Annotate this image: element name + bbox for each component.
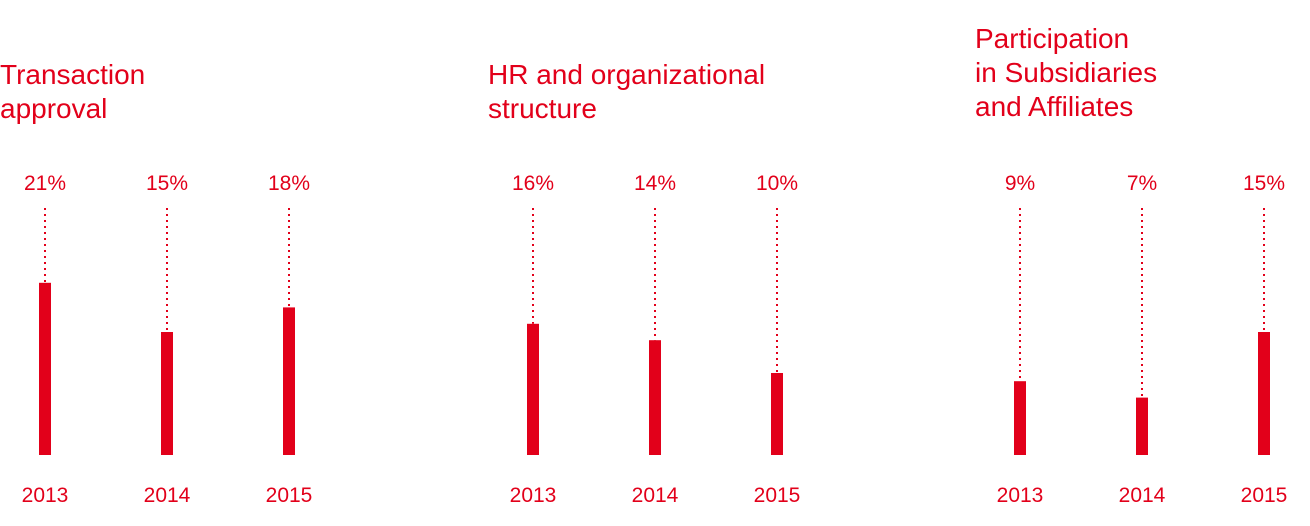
value-label: 21% [24,172,66,195]
year-label: 2015 [1241,484,1288,507]
year-label: 2013 [997,484,1044,507]
value-label: 7% [1127,172,1157,195]
value-label: 10% [756,172,798,195]
bar-2013 [527,323,539,455]
value-label: 16% [512,172,554,195]
value-label: 15% [1243,172,1285,195]
value-label: 9% [1005,172,1035,195]
year-label: 2015 [754,484,801,507]
year-label: 2013 [510,484,557,507]
value-label: 14% [634,172,676,195]
chart-title-line: HR and organizational [488,59,765,90]
bar-2014 [649,340,661,455]
chart-title: Transaction approval [0,59,145,124]
year-label: 2014 [1119,484,1166,507]
chart-panel-2: HR and organizational structure 16% 2013 14%… [488,59,800,507]
year-label: 2014 [632,484,679,507]
year-label: 2013 [22,484,69,507]
chart-title-line: Transaction [0,59,145,90]
chart-title-line: in Subsidiaries [975,57,1157,88]
chart-title: HR and organizational structure [488,59,765,124]
bar-2013 [1014,381,1026,455]
bar-2014 [1136,397,1148,455]
value-label: 15% [146,172,188,195]
value-label: 18% [268,172,310,195]
chart-title-line: structure [488,93,597,124]
bar-2015 [1258,332,1270,455]
chart-panel-3: Participation in Subsidiaries and Affiliat… [975,23,1287,507]
bar-2014 [161,332,173,455]
chart-title-line: and Affiliates [975,91,1133,122]
bar-2015 [771,373,783,455]
year-label: 2014 [144,484,191,507]
chart-panel-1: Transaction approval 21% 2013 15% 2014 18% 2015 [0,59,312,507]
year-label: 2015 [266,484,313,507]
chart-title: Participation in Subsidiaries and Affiliat… [975,23,1157,122]
bar-2015 [283,307,295,455]
bar-2013 [39,282,51,455]
chart-title-line: Participation [975,23,1129,54]
chart-title-line: approval [0,93,107,124]
